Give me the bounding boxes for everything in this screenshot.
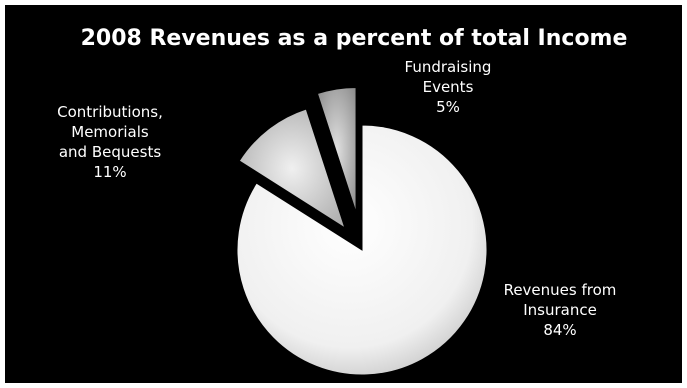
chart-frame: 2008 Revenues as a percent of total Inco… <box>5 5 682 383</box>
chart-title: 2008 Revenues as a percent of total Inco… <box>81 26 628 51</box>
slices-layer <box>236 86 488 376</box>
slice-fundraising-events <box>316 86 357 213</box>
slice-label-line: 11% <box>93 163 126 181</box>
slice-label-line: 84% <box>543 321 576 339</box>
label-fundraising-events: Fundraising Events 5% <box>405 58 492 116</box>
slice-label-line: Revenues from <box>504 281 617 299</box>
slice-contributions <box>238 108 346 230</box>
slice-label-line: Memorials <box>71 123 149 141</box>
slice-label-line: Events <box>423 78 474 96</box>
labels-layer: Revenues from Insurance 84% Contributions, M… <box>57 58 616 339</box>
slice-label-line: 5% <box>436 98 460 116</box>
slice-revenues-from-insurance <box>236 124 488 376</box>
slice-label-line: Fundraising <box>405 58 492 76</box>
slice-label-line: Contributions, <box>57 103 163 121</box>
slice-label-line: and Bequests <box>59 143 161 161</box>
slice-label-line: Insurance <box>523 301 597 319</box>
pie-chart: 2008 Revenues as a percent of total Inco… <box>57 26 628 376</box>
label-contributions: Contributions, Memorials and Bequests 11% <box>57 103 163 181</box>
label-revenues-from-insurance: Revenues from Insurance 84% <box>504 281 617 339</box>
